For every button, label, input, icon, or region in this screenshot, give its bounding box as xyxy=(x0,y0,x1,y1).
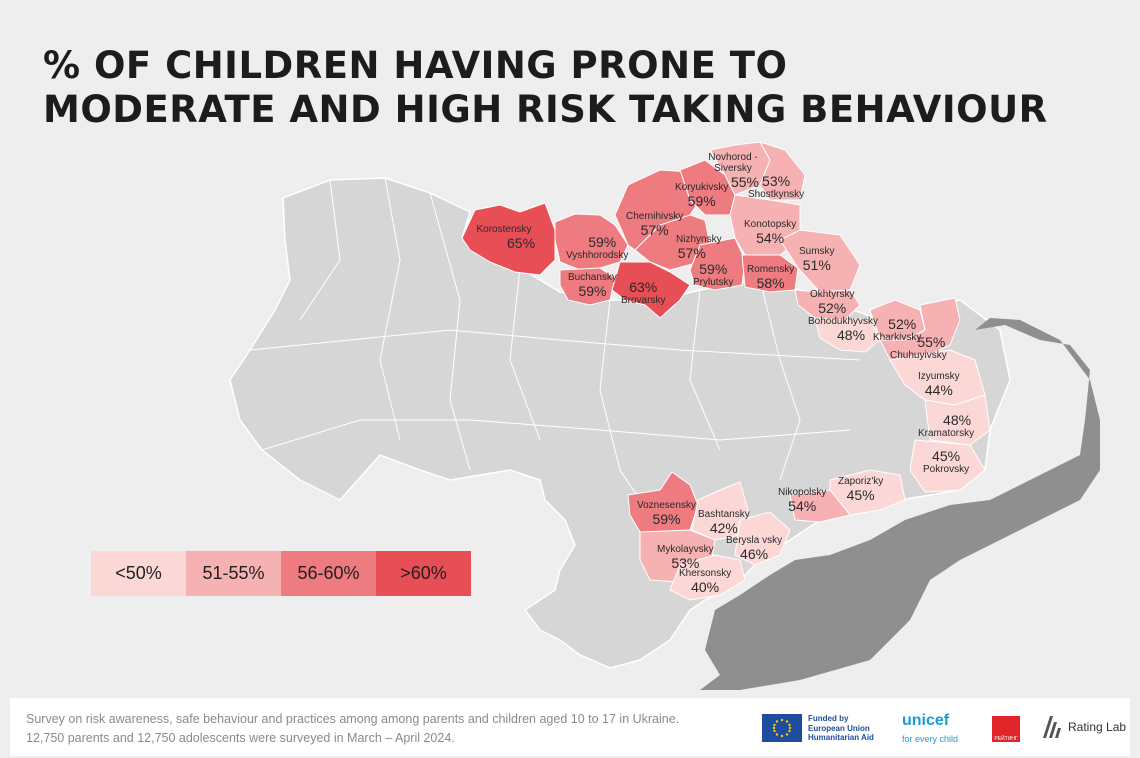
footer: Survey on risk awareness, safe behaviour… xyxy=(10,698,1130,756)
region-khersonsky xyxy=(669,554,746,601)
label-novhorod: Novhorod -Siversky 55% xyxy=(708,152,760,190)
label-kharkivsky: 52% Kharkivsky xyxy=(873,316,922,343)
label-zaporizky: Zaporiz'ky 45% xyxy=(838,476,884,503)
title-line-1: % OF CHILDREN HAVING PRONE TO xyxy=(43,44,788,87)
region-shostkynsky xyxy=(758,141,806,201)
label-beryslavsky: Berysla vsky 46% xyxy=(726,535,783,562)
region-buchansky xyxy=(559,267,616,306)
label-buchansky: Buchansky 59% xyxy=(568,272,617,299)
legend-item-56-60: 56-60% xyxy=(281,551,376,596)
legend: <50% 51-55% 56-60% >60% xyxy=(91,551,471,596)
legend-item-gt60: >60% xyxy=(376,551,471,596)
label-izyumsky: Izyumsky 44% xyxy=(918,371,960,398)
legend-item-lt50: <50% xyxy=(91,551,186,596)
label-korostensky: Korostensky 65% xyxy=(476,224,536,251)
label-sumsky: Sumsky 51% xyxy=(799,246,835,273)
label-okhtyrsky: Okhtyrsky 52% xyxy=(810,289,855,316)
region-nikopolsky xyxy=(789,489,851,523)
label-bohodukhyvsky: Bohodukhyvsky 48% xyxy=(808,316,879,343)
footer-line-2: 12,750 parents and 12,750 adolescents we… xyxy=(26,731,455,745)
title-line-2: MODERATE AND HIGH RISK TAKING BEHAVIOUR xyxy=(43,88,1048,131)
unicef-tagline: for every child xyxy=(902,734,959,744)
label-mykolayvsky: Mykolayvsky 53% xyxy=(657,544,714,571)
label-prylutsky: 59% Prylutsky xyxy=(693,261,734,288)
label-pokrovsky: 45% Pokrovsky xyxy=(923,448,970,475)
label-nizhynsky: Nizhynsky 57% xyxy=(676,234,722,261)
label-romensky: Romensky 58% xyxy=(747,264,795,291)
legend-item-51-55: 51-55% xyxy=(186,551,281,596)
label-voznesensky: Voznesensky 59% xyxy=(637,500,696,527)
rating-lab-icon xyxy=(1040,714,1062,740)
label-vyshhorodsky: 59% Vyshhorodsky xyxy=(566,234,629,261)
label-koryukivsky: Koryukivsky 59% xyxy=(675,182,729,209)
label-chernihivsky: Chernihivsky 57% xyxy=(626,211,684,238)
occupied-territory xyxy=(700,318,1100,690)
label-shostkynsky: 53% Shostkynsky xyxy=(748,173,805,200)
region-korostensky xyxy=(461,202,556,276)
eu-flag-icon xyxy=(762,714,802,742)
region-brovarsky xyxy=(611,261,691,319)
page-title: % OF CHILDREN HAVING PRONE TO MODERATE A… xyxy=(43,44,1103,132)
label-khersonsky: Khersonsky 40% xyxy=(679,568,732,595)
label-chuhuyivsky: 55% Chuhuyivsky xyxy=(890,334,947,361)
label-konotopsky: Konotopsky 54% xyxy=(744,219,797,246)
region-okhtyrsky xyxy=(794,289,861,321)
region-kramatorsky xyxy=(924,394,991,446)
footer-note: Survey on risk awareness, safe behaviour… xyxy=(26,710,679,748)
label-bashtansky: Bashtansky 42% xyxy=(698,509,750,536)
eu-logo-text: Funded by European Union Humanitarian Ai… xyxy=(808,714,874,742)
footer-line-1: Survey on risk awareness, safe behaviour… xyxy=(26,712,680,726)
region-pokrovsky xyxy=(909,439,986,493)
ukraine-map xyxy=(229,141,1100,690)
rating-lab-logo: Rating Lab xyxy=(1068,720,1127,734)
label-kramatorsky: 48% Kramatorsky xyxy=(918,412,975,439)
region-beryslavsky xyxy=(734,511,791,566)
unicef-logo: unicef xyxy=(902,712,950,729)
label-brovarsky: 63% Brovarsky xyxy=(621,279,666,306)
label-nikopolsky: Nikopolsky 54% xyxy=(778,487,827,514)
region-bohodukhyvsky xyxy=(814,317,881,353)
district-lines xyxy=(249,177,861,501)
region-sumsky xyxy=(779,229,861,293)
rating-logo: РЕЙТИНГ xyxy=(992,716,1020,742)
